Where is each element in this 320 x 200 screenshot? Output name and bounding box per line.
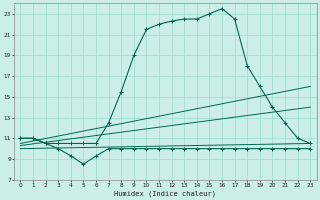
X-axis label: Humidex (Indice chaleur): Humidex (Indice chaleur) [114, 190, 216, 197]
